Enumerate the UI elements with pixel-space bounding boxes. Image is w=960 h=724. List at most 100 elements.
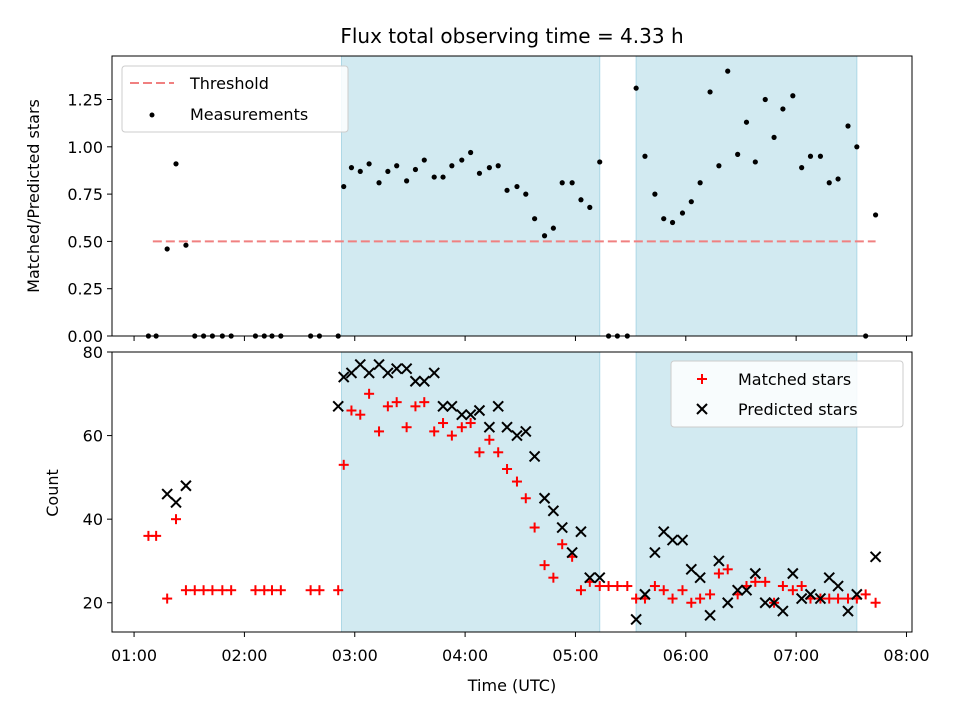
- measurement-point: [532, 216, 538, 222]
- predicted-star-marker: [851, 588, 863, 601]
- measurement-point: [743, 119, 750, 125]
- matched-star-marker: [796, 581, 807, 592]
- predicted-star-marker: [161, 488, 173, 500]
- matched-star-marker: [658, 585, 669, 596]
- y-tick-label: 0.25: [67, 280, 103, 299]
- predicted-star-marker: [759, 597, 771, 609]
- predicted-star-marker: [832, 580, 844, 592]
- predicted-star-marker: [740, 584, 753, 596]
- measurement-point: [716, 163, 722, 169]
- predicted-star-marker: [787, 567, 799, 580]
- measurement-point: [559, 180, 565, 186]
- x-tick-label: 03:00: [332, 646, 378, 665]
- measurement-point: [385, 168, 391, 175]
- predicted-star-marker: [649, 546, 661, 559]
- measurement-point: [431, 174, 437, 180]
- x-tick-label: 07:00: [773, 646, 819, 665]
- predicted-star-marker: [538, 492, 551, 504]
- predicted-star-marker: [354, 358, 366, 371]
- measurement-point: [523, 191, 529, 197]
- shaded-region-0: [341, 351, 601, 633]
- matched-star-marker: [474, 447, 485, 458]
- matched-star-marker: [250, 585, 261, 596]
- matched-star-marker: [382, 401, 393, 412]
- predicted-star-marker: [666, 534, 679, 546]
- matched-star-marker: [391, 397, 402, 408]
- measurement-point: [707, 89, 713, 95]
- predicted-star-marker: [842, 605, 854, 617]
- predicted-star-marker: [428, 367, 440, 379]
- matched-star-marker: [493, 447, 504, 458]
- predicted-star-marker: [400, 363, 413, 375]
- measurement-point: [578, 197, 584, 203]
- measurement-point: [661, 216, 667, 222]
- y-tick-label: 1.25: [67, 91, 103, 110]
- predicted-star-marker: [630, 613, 642, 626]
- matched-star-marker: [705, 589, 716, 600]
- matched-star-marker: [419, 397, 430, 408]
- predicted-star-marker: [345, 367, 358, 379]
- measurement-point: [669, 219, 676, 226]
- measurement-point: [164, 246, 170, 252]
- measurement-point: [541, 233, 548, 239]
- predicted-star-marker: [390, 363, 403, 375]
- matched-star-marker: [207, 585, 218, 596]
- predicted-star-marker: [446, 400, 458, 413]
- measurement-point: [826, 180, 832, 186]
- bottom-y-axis-label: Count: [43, 469, 62, 517]
- measurement-point: [587, 204, 593, 210]
- matched-star-marker: [760, 576, 771, 587]
- predicted-star-marker: [373, 358, 385, 371]
- measurement-point: [780, 106, 786, 112]
- measurement-point: [725, 68, 731, 74]
- matched-star-marker: [355, 409, 366, 420]
- top-y-ticks: 0.00 0.25 0.50 0.75 1.00 1.25: [67, 91, 112, 346]
- matched-star-marker: [171, 514, 181, 525]
- y-tick-label: 0.50: [67, 232, 103, 251]
- matched-star-marker: [180, 585, 191, 596]
- matched-star-marker: [511, 476, 522, 487]
- measurement-point: [348, 165, 355, 171]
- matched-star-marker: [539, 560, 550, 571]
- matched-star-marker: [520, 493, 531, 504]
- measurement-point: [817, 153, 824, 159]
- predicted-star-marker: [594, 571, 606, 584]
- measurement-point: [412, 166, 419, 173]
- measurement-point: [633, 85, 639, 91]
- matched-star-marker: [667, 593, 678, 604]
- predicted-star-marker: [464, 408, 477, 421]
- matched-star-marker: [446, 430, 457, 441]
- x-tick-label: 06:00: [663, 646, 709, 665]
- predicted-star-marker: [566, 546, 578, 559]
- measurement-point: [550, 225, 556, 231]
- predicted-star-marker: [409, 375, 422, 387]
- predicted-star-marker: [492, 400, 504, 413]
- top-shaded-regions: [341, 55, 858, 337]
- matched-star-marker: [189, 585, 200, 596]
- predicted-star-marker: [332, 400, 344, 413]
- bottom-predicted-markers: [161, 358, 882, 626]
- matched-star-marker: [677, 585, 688, 596]
- matched-star-marker: [833, 593, 844, 604]
- predicted-star-marker: [511, 429, 523, 442]
- predicted-star-marker: [639, 588, 651, 601]
- matched-star-marker: [824, 593, 835, 604]
- matched-star-marker: [198, 585, 209, 596]
- matched-star-marker: [465, 418, 476, 429]
- y-tick-label: 80: [83, 343, 103, 362]
- measurement-point: [504, 187, 510, 193]
- matched-star-marker: [456, 422, 467, 433]
- predicted-star-marker: [768, 597, 780, 609]
- matched-star-marker: [267, 585, 277, 596]
- top-x-ticks: [133, 336, 907, 341]
- measurement-point: [799, 165, 805, 171]
- predicted-star-marker: [418, 375, 430, 387]
- x-tick-label: 05:00: [552, 646, 598, 665]
- measurement-point: [440, 174, 446, 180]
- predicted-star-marker: [777, 605, 789, 617]
- measurement-point: [357, 168, 363, 175]
- y-tick-label: 0.00: [67, 327, 103, 346]
- predicted-star-marker: [869, 551, 882, 563]
- matched-star-marker: [484, 434, 495, 445]
